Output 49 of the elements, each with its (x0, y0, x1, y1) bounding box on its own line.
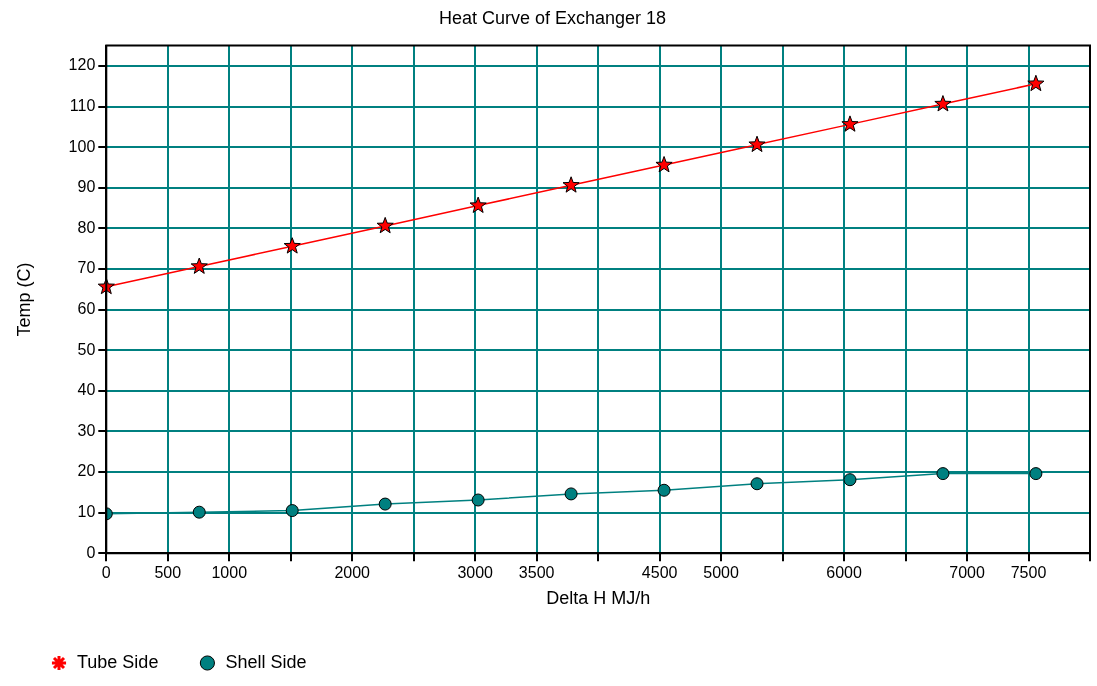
y-axis-title: Temp (C) (13, 262, 34, 337)
point (657, 483, 671, 497)
y-tick-label: 30 (77, 421, 96, 439)
x-tick-label: 6000 (826, 564, 862, 582)
x-tick-label: 7000 (949, 564, 985, 582)
point (936, 467, 950, 481)
x-tick-label: 4500 (641, 564, 678, 582)
point (750, 477, 764, 491)
y-tick-label: 80 (77, 218, 96, 236)
point (843, 473, 857, 487)
point (655, 155, 673, 173)
point (471, 493, 485, 507)
point (285, 504, 299, 518)
y-tick-label: 10 (77, 503, 96, 520)
point (1027, 74, 1045, 92)
y-tick-label: 120 (68, 56, 96, 74)
point (283, 237, 301, 254)
point (748, 135, 766, 153)
y-tick-label: 0 (86, 543, 96, 561)
point (562, 176, 580, 193)
point (841, 115, 859, 132)
legend-label: Shell Side (225, 651, 307, 672)
legend-label: Tube Side (77, 651, 159, 672)
y-tick-label: 70 (77, 259, 96, 277)
point (564, 487, 578, 501)
point (376, 216, 394, 234)
chart-title: Heat Curve of Exchanger 18 (438, 7, 667, 28)
x-tick-label: 3000 (457, 564, 494, 582)
y-tick-label: 100 (68, 137, 96, 155)
x-tick-label: 2000 (334, 564, 371, 582)
point (378, 497, 392, 511)
x-tick-label: 1000 (211, 564, 248, 582)
point (469, 196, 487, 213)
x-tick-label: 500 (154, 564, 182, 582)
x-tick-label: 3500 (518, 564, 555, 582)
x-tick-label: 0 (101, 564, 111, 582)
y-tick-label: 20 (77, 462, 96, 480)
x-tick-label: 5000 (703, 564, 740, 582)
y-tick-label: 90 (77, 178, 96, 196)
x-tick-label: 7500 (1010, 564, 1047, 582)
point (192, 505, 206, 519)
y-tick-label: 60 (77, 299, 96, 317)
x-axis-title: Delta H MJ/h (546, 588, 651, 609)
y-tick-label: 50 (77, 340, 96, 358)
y-tick-label: 110 (69, 96, 96, 114)
y-tick-label: 40 (77, 381, 96, 399)
point (190, 257, 208, 274)
point (1029, 467, 1043, 481)
point (934, 95, 952, 112)
